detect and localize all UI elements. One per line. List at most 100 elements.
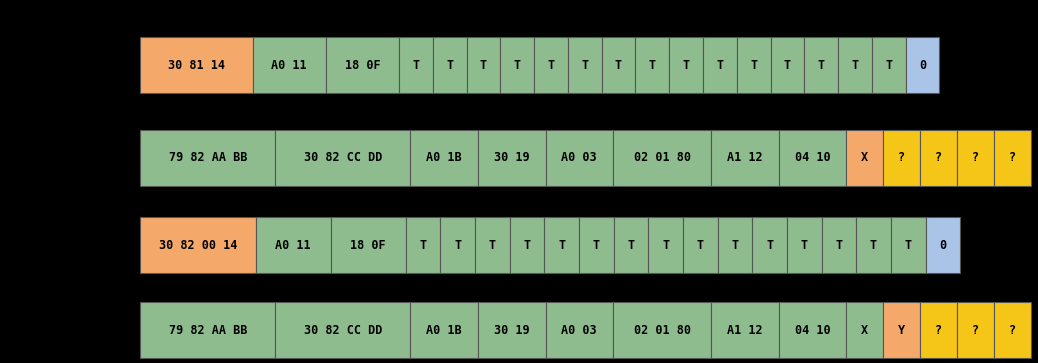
FancyBboxPatch shape bbox=[275, 302, 410, 359]
Text: T: T bbox=[419, 238, 427, 252]
FancyBboxPatch shape bbox=[891, 217, 926, 273]
Text: 30 82 00 14: 30 82 00 14 bbox=[159, 238, 237, 252]
Text: A0 03: A0 03 bbox=[562, 324, 597, 337]
FancyBboxPatch shape bbox=[410, 302, 477, 359]
Text: ?: ? bbox=[972, 324, 979, 337]
FancyBboxPatch shape bbox=[406, 217, 440, 273]
Text: T: T bbox=[870, 238, 877, 252]
Text: 04 10: 04 10 bbox=[795, 151, 830, 164]
Text: 30 19: 30 19 bbox=[494, 151, 529, 164]
Text: 0: 0 bbox=[919, 59, 926, 72]
FancyBboxPatch shape bbox=[410, 130, 477, 186]
FancyBboxPatch shape bbox=[711, 302, 778, 359]
FancyBboxPatch shape bbox=[613, 130, 711, 186]
FancyBboxPatch shape bbox=[500, 37, 535, 94]
Text: T: T bbox=[885, 59, 893, 72]
Text: T: T bbox=[489, 238, 496, 252]
Text: T: T bbox=[547, 59, 554, 72]
FancyBboxPatch shape bbox=[905, 37, 939, 94]
Text: T: T bbox=[455, 238, 461, 252]
Text: 02 01 80: 02 01 80 bbox=[634, 151, 690, 164]
Text: Y: Y bbox=[898, 324, 905, 337]
Text: T: T bbox=[732, 238, 738, 252]
Text: ?: ? bbox=[935, 151, 943, 164]
Text: T: T bbox=[581, 59, 589, 72]
Text: ?: ? bbox=[1009, 151, 1016, 164]
FancyBboxPatch shape bbox=[683, 217, 717, 273]
Text: ?: ? bbox=[935, 324, 943, 337]
FancyBboxPatch shape bbox=[920, 302, 957, 359]
Text: T: T bbox=[446, 59, 454, 72]
FancyBboxPatch shape bbox=[846, 302, 883, 359]
FancyBboxPatch shape bbox=[477, 130, 546, 186]
FancyBboxPatch shape bbox=[957, 130, 993, 186]
FancyBboxPatch shape bbox=[433, 37, 467, 94]
Text: A0 11: A0 11 bbox=[272, 59, 307, 72]
Text: A1 12: A1 12 bbox=[728, 151, 763, 164]
FancyBboxPatch shape bbox=[140, 37, 252, 94]
FancyBboxPatch shape bbox=[275, 130, 410, 186]
Text: A0 1B: A0 1B bbox=[427, 151, 462, 164]
FancyBboxPatch shape bbox=[326, 37, 399, 94]
FancyBboxPatch shape bbox=[399, 37, 433, 94]
Text: T: T bbox=[593, 238, 600, 252]
FancyBboxPatch shape bbox=[717, 217, 753, 273]
FancyBboxPatch shape bbox=[737, 37, 770, 94]
FancyBboxPatch shape bbox=[546, 130, 613, 186]
Text: T: T bbox=[683, 59, 689, 72]
Text: T: T bbox=[523, 238, 530, 252]
FancyBboxPatch shape bbox=[670, 37, 703, 94]
Text: T: T bbox=[514, 59, 521, 72]
FancyBboxPatch shape bbox=[140, 130, 275, 186]
FancyBboxPatch shape bbox=[993, 302, 1031, 359]
Text: T: T bbox=[904, 238, 911, 252]
FancyBboxPatch shape bbox=[535, 37, 568, 94]
FancyBboxPatch shape bbox=[770, 37, 804, 94]
FancyBboxPatch shape bbox=[568, 37, 602, 94]
FancyBboxPatch shape bbox=[856, 217, 891, 273]
FancyBboxPatch shape bbox=[846, 130, 883, 186]
FancyBboxPatch shape bbox=[804, 37, 838, 94]
Text: 18 0F: 18 0F bbox=[351, 238, 386, 252]
FancyBboxPatch shape bbox=[467, 37, 500, 94]
Text: T: T bbox=[851, 59, 858, 72]
FancyBboxPatch shape bbox=[778, 302, 846, 359]
Text: T: T bbox=[627, 238, 634, 252]
FancyBboxPatch shape bbox=[613, 217, 649, 273]
FancyBboxPatch shape bbox=[140, 302, 275, 359]
FancyBboxPatch shape bbox=[821, 217, 856, 273]
FancyBboxPatch shape bbox=[579, 217, 613, 273]
Text: A0 1B: A0 1B bbox=[427, 324, 462, 337]
Text: T: T bbox=[750, 59, 757, 72]
Text: T: T bbox=[558, 238, 566, 252]
FancyBboxPatch shape bbox=[787, 217, 821, 273]
FancyBboxPatch shape bbox=[711, 130, 778, 186]
FancyBboxPatch shape bbox=[883, 130, 920, 186]
Text: 79 82 AA BB: 79 82 AA BB bbox=[168, 151, 247, 164]
Text: T: T bbox=[480, 59, 487, 72]
Text: T: T bbox=[649, 59, 656, 72]
FancyBboxPatch shape bbox=[613, 302, 711, 359]
Text: T: T bbox=[696, 238, 704, 252]
FancyBboxPatch shape bbox=[703, 37, 737, 94]
Text: ?: ? bbox=[898, 151, 905, 164]
FancyBboxPatch shape bbox=[140, 217, 255, 273]
FancyBboxPatch shape bbox=[331, 217, 406, 273]
FancyBboxPatch shape bbox=[920, 130, 957, 186]
Text: 30 82 CC DD: 30 82 CC DD bbox=[304, 151, 382, 164]
Text: T: T bbox=[836, 238, 843, 252]
Text: T: T bbox=[800, 238, 808, 252]
Text: A0 11: A0 11 bbox=[275, 238, 311, 252]
Text: T: T bbox=[662, 238, 670, 252]
FancyBboxPatch shape bbox=[544, 217, 579, 273]
FancyBboxPatch shape bbox=[753, 217, 787, 273]
FancyBboxPatch shape bbox=[477, 302, 546, 359]
Text: T: T bbox=[412, 59, 419, 72]
Text: T: T bbox=[766, 238, 773, 252]
Text: T: T bbox=[818, 59, 825, 72]
Text: A1 12: A1 12 bbox=[728, 324, 763, 337]
Text: A0 03: A0 03 bbox=[562, 151, 597, 164]
Text: 02 01 80: 02 01 80 bbox=[634, 324, 690, 337]
FancyBboxPatch shape bbox=[883, 302, 920, 359]
Text: 30 19: 30 19 bbox=[494, 324, 529, 337]
